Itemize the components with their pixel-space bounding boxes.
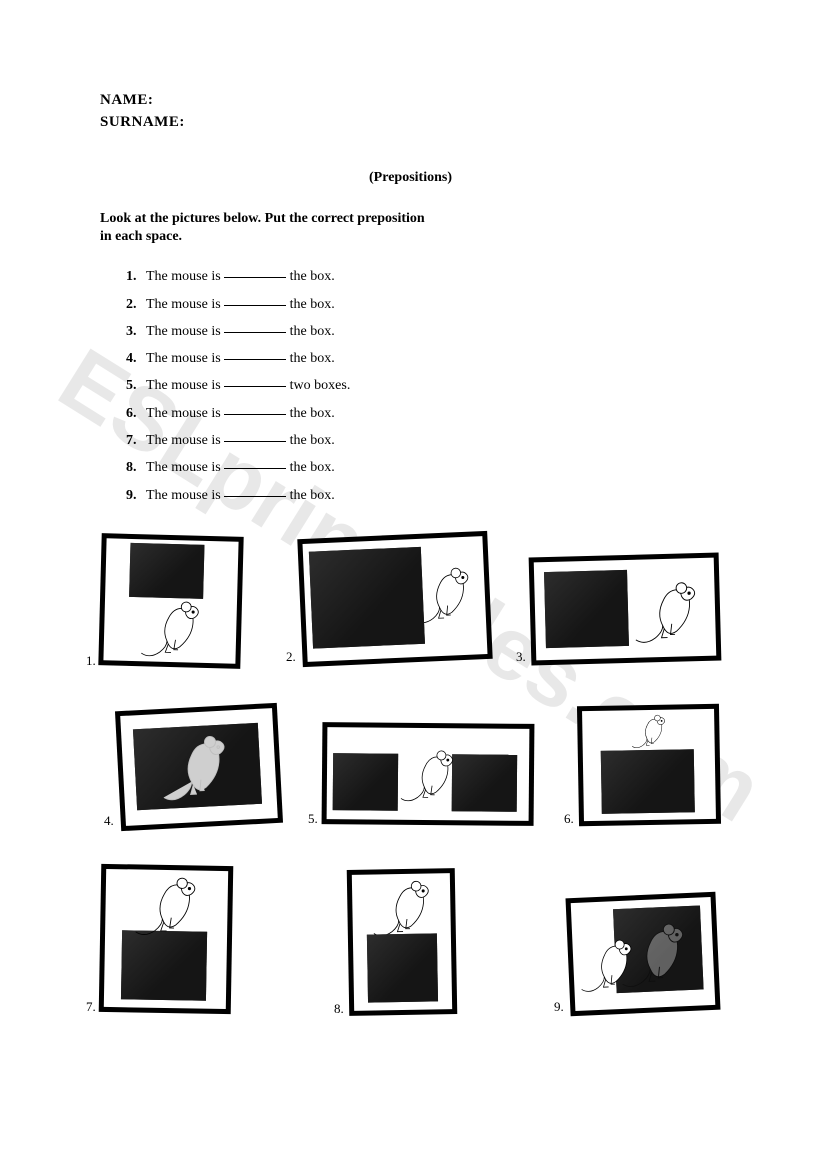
picture-inner [303, 536, 488, 662]
picture-cell: 2. [300, 535, 490, 663]
picture-frame [99, 864, 234, 1014]
picture-label: 6. [564, 811, 574, 827]
box-shape [129, 543, 204, 599]
surname-label: SURNAME: [100, 112, 721, 134]
blank-field[interactable] [224, 305, 286, 306]
picture-label: 3. [516, 649, 526, 665]
picture-cell: 6. [578, 705, 720, 825]
picture-inner [582, 709, 716, 821]
mouse-shape [628, 572, 706, 650]
question-item: 6.The mouse is the box. [126, 400, 721, 427]
picture-inner [352, 873, 452, 1011]
question-number: 7. [126, 427, 146, 454]
picture-label: 1. [86, 653, 96, 669]
question-item: 5.The mouse is two boxes. [126, 372, 721, 399]
box-shape [544, 570, 629, 649]
instructions-line1: Look at the pictures below. Put the corr… [100, 211, 425, 226]
worksheet-title: (Prepositions) [100, 170, 721, 186]
question-item: 7.The mouse is the box. [126, 427, 721, 454]
picture-label: 8. [334, 1001, 344, 1017]
box-shape [452, 754, 517, 812]
picture-label: 9. [554, 999, 564, 1015]
question-number: 8. [126, 454, 146, 481]
box-shape [601, 749, 694, 814]
question-number: 6. [126, 400, 146, 427]
mouse-shape [155, 728, 238, 805]
picture-cell: 4. [118, 707, 280, 827]
picture-inner [534, 558, 717, 661]
question-list: 1.The mouse is the box.2.The mouse is th… [100, 263, 721, 509]
question-number: 4. [126, 345, 146, 372]
mouse-shape [574, 924, 642, 1004]
picture-cell: 5. [322, 723, 534, 825]
picture-frame [347, 868, 458, 1016]
picture-label: 4. [104, 813, 114, 829]
question-item: 2.The mouse is the box. [126, 291, 721, 318]
worksheet-page: NAME: SURNAME: (Prepositions) Look at th… [0, 0, 821, 1075]
box-shape [309, 547, 425, 649]
picture-grid: 1. 2. 3. [100, 535, 721, 1075]
mouse-shape [608, 711, 690, 750]
picture-inner [327, 727, 530, 821]
question-number: 3. [126, 318, 146, 345]
question-number: 1. [126, 263, 146, 290]
box-shape [121, 930, 208, 1000]
picture-label: 7. [86, 999, 96, 1015]
question-item: 4.The mouse is the box. [126, 345, 721, 372]
mouse-shape [395, 737, 460, 813]
picture-frame [297, 531, 492, 667]
question-item: 1.The mouse is the box. [126, 263, 721, 290]
picture-frame [577, 704, 721, 826]
picture-cell: 3. [530, 555, 720, 663]
instructions: Look at the pictures below. Put the corr… [100, 210, 520, 248]
box-shape [333, 753, 398, 811]
instructions-line2: in each space. [100, 229, 182, 244]
blank-field[interactable] [224, 277, 286, 278]
blank-field[interactable] [224, 332, 286, 333]
picture-frame [98, 533, 243, 669]
name-label: NAME: [100, 90, 721, 112]
mouse-shape [364, 875, 442, 939]
question-item: 8.The mouse is the box. [126, 454, 721, 481]
question-number: 9. [126, 482, 146, 509]
mouse-shape [133, 595, 211, 660]
picture-frame [115, 703, 283, 831]
question-number: 5. [126, 372, 146, 399]
picture-label: 2. [286, 649, 296, 665]
picture-frame [322, 722, 535, 826]
picture-inner [104, 869, 228, 1009]
blank-field[interactable] [224, 441, 286, 442]
question-item: 3.The mouse is the box. [126, 318, 721, 345]
blank-field[interactable] [224, 468, 286, 469]
picture-cell: 8. [348, 869, 456, 1015]
blank-field[interactable] [224, 496, 286, 497]
box-shape [367, 933, 439, 1002]
blank-field[interactable] [224, 386, 286, 387]
mouse-shape [125, 871, 209, 939]
picture-label: 5. [308, 811, 318, 827]
blank-field[interactable] [224, 359, 286, 360]
picture-cell: 7. [100, 865, 232, 1013]
picture-inner [120, 708, 278, 826]
picture-cell: 1. [100, 535, 242, 667]
picture-frame [529, 552, 722, 665]
picture-cell: 9. [568, 895, 718, 1013]
question-item: 9.The mouse is the box. [126, 482, 721, 509]
picture-inner [103, 538, 238, 663]
blank-field[interactable] [224, 414, 286, 415]
question-number: 2. [126, 291, 146, 318]
picture-inner [571, 897, 716, 1011]
picture-frame [565, 892, 720, 1016]
